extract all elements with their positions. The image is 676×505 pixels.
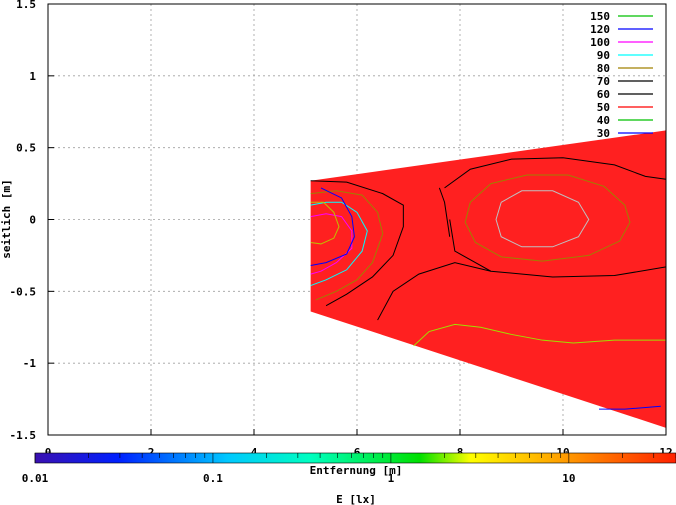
contour-line	[599, 405, 661, 410]
contour-line	[413, 323, 666, 347]
x-tick-label: 0	[45, 446, 52, 459]
y-tick-label: -0.5	[10, 285, 37, 298]
legend-label: 70	[597, 75, 610, 88]
legend-label: 60	[597, 88, 610, 101]
y-tick-label: -1	[23, 357, 37, 370]
y-axis-ticks: 1.5 1 0.5 0 -0.5 -1 -1.5	[10, 0, 54, 442]
y-axis-label: seitlich [m]	[0, 179, 13, 258]
legend-label: 90	[597, 49, 610, 62]
colorbar-tick-label: 0.01	[22, 472, 49, 485]
x-tick-label: 4	[251, 446, 258, 459]
x-tick-label: 2	[148, 446, 155, 459]
contour-line	[464, 174, 631, 262]
contour-line	[310, 201, 340, 245]
contour-line	[310, 213, 353, 275]
legend-label: 80	[597, 62, 610, 75]
contour-line	[449, 219, 667, 278]
colorbar-ticks: 0.01 0.1 1 10	[22, 453, 676, 485]
legend-label: 30	[597, 127, 610, 140]
y-tick-label: 0	[29, 214, 36, 227]
colorbar-tick-label: 1	[388, 472, 395, 485]
contour-line	[310, 190, 384, 301]
x-axis-label: Entfernung [m]	[310, 464, 403, 477]
colorbar	[34, 452, 676, 464]
colorbar-tick-label: 10	[562, 472, 575, 485]
contour-line	[310, 187, 355, 266]
contour-line	[438, 187, 451, 237]
legend-label: 50	[597, 101, 610, 114]
colorbar-label: E [lx]	[336, 493, 376, 505]
legend-label: 120	[590, 23, 610, 36]
contour-lines	[310, 157, 667, 410]
x-tick-label: 6	[354, 446, 361, 459]
x-tick-label: 8	[457, 446, 464, 459]
y-tick-label: 0.5	[16, 142, 36, 155]
illuminated-region	[310, 130, 666, 428]
contour-line	[444, 157, 667, 189]
contour-line	[310, 201, 368, 287]
legend-label: 150	[590, 10, 610, 23]
legend-label: 100	[590, 36, 610, 49]
legend-label: 40	[597, 114, 610, 127]
y-tick-label: 1	[29, 70, 36, 83]
contour-line	[377, 262, 492, 321]
y-tick-label: 1.5	[16, 0, 36, 11]
colorbar-tick-label: 0.1	[203, 472, 223, 485]
contour-line	[310, 180, 404, 307]
y-tick-label: -1.5	[10, 429, 37, 442]
contour-line	[495, 190, 590, 248]
